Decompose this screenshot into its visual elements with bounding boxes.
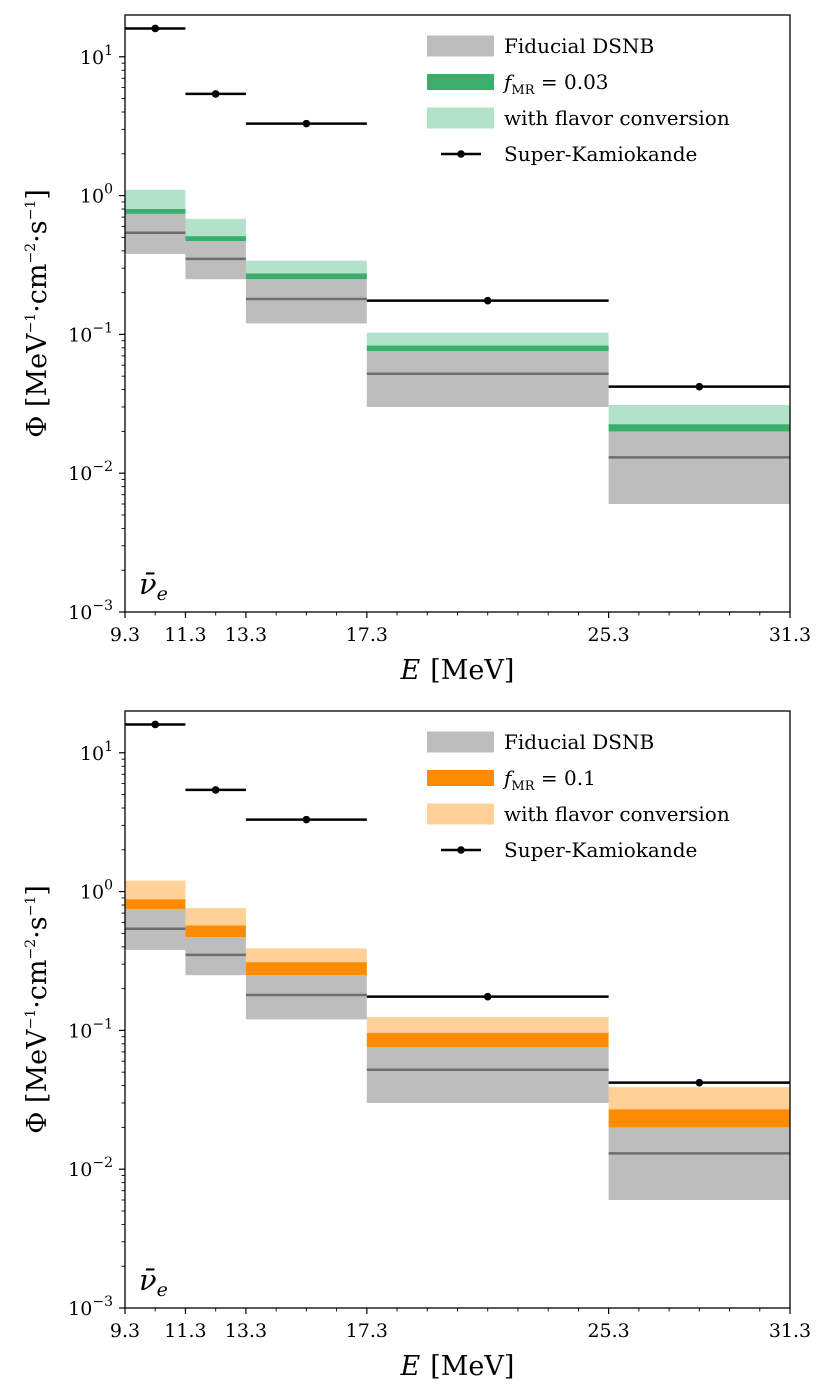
flavor-band-4 — [608, 1087, 790, 1110]
flavor-band-1 — [185, 218, 246, 242]
flavor-band-1 — [185, 908, 246, 926]
y-tick-label: 10−2 — [68, 459, 113, 485]
x-tick-label: 31.3 — [769, 1320, 811, 1342]
y-tick-label: 10−3 — [68, 1294, 113, 1320]
legend: Fiducial DSNB fMR = 0.03 with flavor conve… — [427, 34, 730, 166]
legend-swatch-flavor — [427, 803, 494, 825]
mr-band-4 — [608, 1109, 790, 1128]
fiducial-band-1 — [185, 937, 246, 976]
superk-point-0 — [151, 24, 160, 33]
legend-label-flavor: with flavor conversion — [504, 106, 730, 130]
legend-swatch-fiducial — [427, 35, 494, 57]
legend-swatch-mr — [427, 770, 494, 786]
x-tick-label: 31.3 — [769, 624, 811, 646]
axes-frame — [124, 14, 791, 613]
legend-swatch-mr — [427, 74, 494, 90]
superk-point-4 — [695, 1078, 704, 1087]
chart-panel-bottom: 101 100 10−1 10−2 10−39.3 11.3 13.3 17.3 25.3 31.… — [22, 710, 811, 1382]
flavor-band-2 — [245, 948, 367, 963]
legend-label-flavor: with flavor conversion — [504, 802, 730, 826]
y-axis-label: Φ [MeV−1·cm−2·s−1] — [22, 189, 53, 438]
x-tick-label: 11.3 — [164, 1320, 206, 1342]
superk-point-3 — [483, 296, 492, 305]
fiducial-band-3 — [366, 1046, 609, 1103]
y-tick-label: 100 — [80, 878, 113, 904]
mr-band-3 — [366, 345, 609, 351]
legend-label-fiducial: Fiducial DSNB — [504, 730, 654, 754]
x-tick-label: 17.3 — [346, 624, 388, 646]
mr-band-2 — [245, 273, 367, 280]
legend-label-fiducial: Fiducial DSNB — [504, 34, 654, 58]
mr-band-2 — [245, 962, 367, 976]
y-tick-label: 10−3 — [68, 598, 113, 624]
x-tick-label: 25.3 — [587, 1320, 629, 1342]
superk-point-3 — [483, 992, 492, 1001]
fiducial-band-1 — [185, 241, 246, 280]
mr-band-3 — [366, 1032, 609, 1047]
y-tick-label: 10−1 — [68, 320, 113, 346]
legend-label-mr: fMR = 0.03 — [502, 70, 609, 98]
x-tick-label: 17.3 — [346, 1320, 388, 1342]
x-tick-label: 13.3 — [225, 1320, 267, 1342]
mr-band-0 — [125, 209, 186, 214]
x-axis-label: E [MeV] — [400, 1351, 515, 1382]
flavor-band-3 — [366, 1016, 609, 1033]
legend-swatch-fiducial — [427, 731, 494, 753]
legend: Fiducial DSNB fMR = 0.1 with flavor conver… — [427, 730, 730, 862]
axes-frame — [124, 710, 791, 1309]
mr-band-4 — [608, 424, 790, 432]
legend-label-superk: Super-Kamiokande — [504, 838, 697, 862]
fiducial-band-2 — [245, 279, 367, 324]
fiducial-band-2 — [245, 975, 367, 1020]
superk-point-1 — [211, 90, 220, 98]
legend-label-mr: fMR = 0.1 — [502, 766, 596, 794]
y-tick-label: 101 — [80, 739, 113, 765]
superk-point-0 — [151, 720, 160, 729]
legend-swatch-flavor — [427, 107, 494, 129]
x-axis-label: E [MeV] — [400, 655, 515, 686]
flavor-band-0 — [125, 880, 186, 900]
x-tick-label: 9.3 — [110, 624, 140, 646]
y-tick-label: 10−1 — [68, 1016, 113, 1042]
fiducial-band-4 — [608, 1127, 790, 1200]
x-tick-label: 13.3 — [225, 624, 267, 646]
superk-point-1 — [211, 786, 220, 794]
legend-label-superk: Super-Kamiokande — [504, 142, 697, 166]
legend-swatch-superk-dot — [457, 846, 465, 854]
x-tick-label: 11.3 — [164, 624, 206, 646]
superk-point-2 — [302, 119, 311, 128]
fiducial-band-4 — [608, 431, 790, 504]
x-tick-label: 9.3 — [110, 1320, 140, 1342]
x-tick-label: 25.3 — [587, 624, 629, 646]
mr-band-1 — [185, 925, 246, 938]
y-tick-label: 101 — [80, 43, 113, 69]
flavor-label: ν̄e — [139, 567, 168, 605]
y-tick-label: 100 — [80, 182, 113, 208]
mr-band-1 — [185, 236, 246, 242]
mr-band-0 — [125, 899, 186, 909]
superk-point-4 — [695, 382, 704, 391]
y-axis-label: Φ [MeV−1·cm−2·s−1] — [22, 885, 53, 1134]
flavor-label: ν̄e — [139, 1263, 168, 1301]
legend-swatch-superk-dot — [457, 150, 465, 158]
y-tick-label: 10−2 — [68, 1155, 113, 1181]
chart-panel-top: 101 100 10−1 10−2 10−39.3 11.3 13.3 17.3 25.3 31.… — [22, 14, 811, 686]
flavor-band-0 — [125, 189, 186, 213]
fiducial-band-3 — [366, 350, 609, 407]
superk-point-2 — [302, 815, 311, 824]
